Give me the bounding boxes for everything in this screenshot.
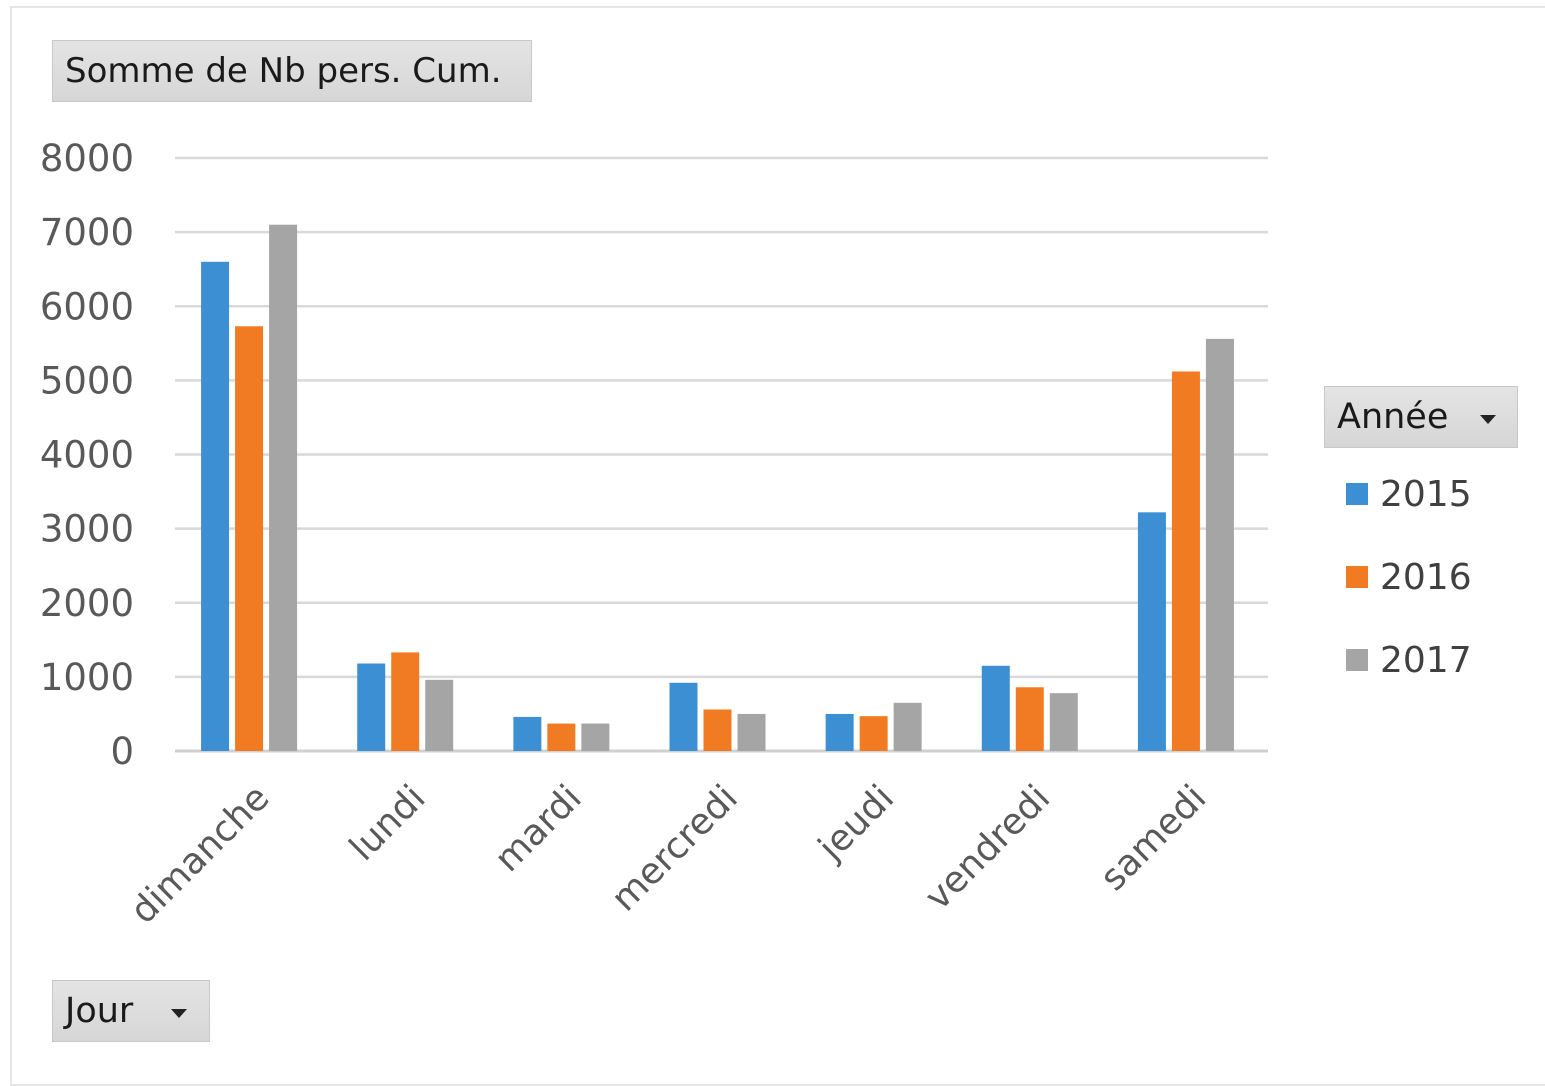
bar-samedi-2017[interactable] (1205, 338, 1234, 751)
legend-field-button[interactable]: Année (1324, 386, 1518, 448)
legend-field-label: Année (1337, 397, 1449, 437)
bar-dimanche-2015[interactable] (201, 261, 230, 751)
legend-swatch (1346, 566, 1368, 588)
bar-dimanche-2017[interactable] (269, 224, 298, 751)
bar-vendredi-2015[interactable] (981, 665, 1010, 751)
bar-samedi-2016[interactable] (1171, 371, 1200, 751)
bar-lundi-2015[interactable] (357, 663, 386, 751)
gridlines (175, 156, 1268, 753)
legend-entry-2016: 2016 (1346, 556, 1472, 598)
legend-swatch (1346, 649, 1368, 671)
bar-vendredi-2016[interactable] (1015, 687, 1044, 751)
y-tick-label: 5000 (40, 359, 134, 402)
legend-swatch (1346, 483, 1368, 505)
y-tick-label: 7000 (40, 211, 134, 254)
bars (201, 224, 1234, 751)
chevron-down-icon (171, 1009, 187, 1018)
x-tick-label: samedi (1093, 777, 1215, 899)
bar-lundi-2016[interactable] (391, 652, 420, 751)
y-axis-ticks: 0 1000 2000 3000 4000 5000 6000 7000 8000 (40, 137, 134, 773)
value-field-label: Somme de Nb pers. Cum. (65, 51, 502, 91)
y-tick-label: 4000 (40, 434, 134, 477)
legend-entry-2017: 2017 (1346, 639, 1472, 681)
y-tick-label: 2000 (40, 582, 134, 625)
x-tick-label: mercredi (604, 777, 746, 919)
x-axis-ticks: dimanche lundi mardi mercredi jeudi vendredi s… (123, 777, 1214, 932)
bar-lundi-2017[interactable] (425, 679, 454, 751)
legend-entry-2015: 2015 (1346, 473, 1472, 515)
bar-mercredi-2015[interactable] (669, 682, 698, 751)
y-tick-label: 0 (110, 730, 134, 773)
bar-mardi-2015[interactable] (513, 716, 542, 751)
y-tick-label: 6000 (40, 285, 134, 328)
value-field-button[interactable]: Somme de Nb pers. Cum. (52, 40, 532, 102)
chevron-down-icon (1480, 415, 1496, 424)
chart-frame (10, 6, 1545, 1086)
axis-field-button[interactable]: Jour (52, 980, 210, 1042)
bar-mercredi-2017[interactable] (737, 713, 766, 751)
axis-field-label: Jour (65, 991, 134, 1031)
bar-jeudi-2015[interactable] (825, 713, 854, 751)
bar-mercredi-2016[interactable] (703, 709, 732, 751)
legend-label: 2015 (1380, 473, 1472, 515)
x-tick-label: vendredi (917, 777, 1058, 918)
bar-samedi-2015[interactable] (1137, 512, 1166, 751)
x-tick-label: lundi (342, 777, 434, 869)
legend-label: 2017 (1380, 639, 1472, 681)
y-tick-label: 3000 (40, 508, 134, 551)
y-tick-label: 8000 (40, 137, 134, 180)
bar-mardi-2016[interactable] (547, 723, 576, 751)
bar-jeudi-2017[interactable] (893, 702, 922, 751)
x-tick-label: jeudi (810, 777, 902, 869)
bar-vendredi-2017[interactable] (1049, 693, 1078, 751)
y-tick-label: 1000 (40, 656, 134, 699)
x-tick-label: mardi (487, 777, 590, 880)
bar-dimanche-2016[interactable] (235, 326, 264, 751)
legend-label: 2016 (1380, 556, 1472, 598)
x-tick-label: dimanche (123, 777, 278, 932)
bar-jeudi-2016[interactable] (859, 716, 888, 751)
bar-mardi-2017[interactable] (581, 723, 610, 751)
